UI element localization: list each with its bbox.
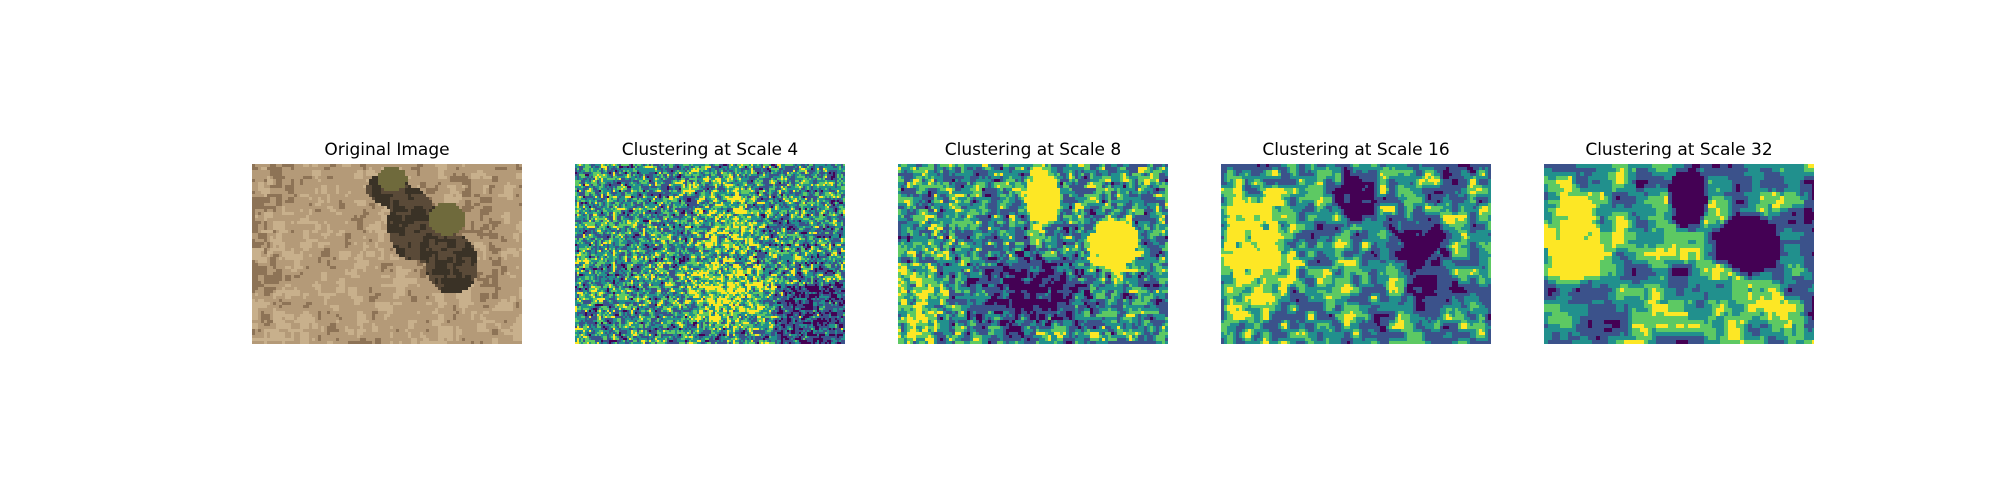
cluster-map-scale-16 bbox=[1221, 164, 1491, 344]
panel-title: Clustering at Scale 32 bbox=[1544, 140, 1814, 160]
original-aerial-photo bbox=[252, 164, 522, 344]
cluster-map-scale-32 bbox=[1544, 164, 1814, 344]
panel-title: Clustering at Scale 8 bbox=[898, 140, 1168, 160]
cluster-map-scale-8 bbox=[898, 164, 1168, 344]
panel-title: Clustering at Scale 16 bbox=[1221, 140, 1491, 160]
cluster-map-scale-4 bbox=[575, 164, 845, 344]
panel-title: Clustering at Scale 4 bbox=[575, 140, 845, 160]
panel-title: Original Image bbox=[252, 140, 522, 160]
